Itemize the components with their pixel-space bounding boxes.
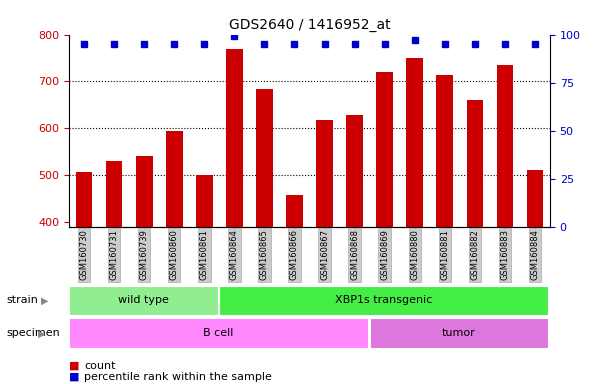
- Bar: [196, 175, 213, 227]
- Bar: [256, 89, 273, 227]
- Text: ■: ■: [69, 361, 79, 371]
- Text: GSM160866: GSM160866: [290, 229, 299, 280]
- Text: GSM160860: GSM160860: [170, 229, 178, 280]
- Text: GSM160865: GSM160865: [260, 229, 269, 280]
- Text: GSM160731: GSM160731: [110, 229, 118, 280]
- Text: tumor: tumor: [442, 328, 476, 338]
- Text: specimen: specimen: [6, 328, 59, 338]
- Bar: [346, 115, 363, 227]
- Text: GSM160880: GSM160880: [410, 229, 419, 280]
- Bar: [69, 318, 368, 348]
- Text: GSM160730: GSM160730: [80, 229, 88, 280]
- Title: GDS2640 / 1416952_at: GDS2640 / 1416952_at: [229, 18, 390, 32]
- Text: GSM160883: GSM160883: [501, 229, 509, 280]
- Bar: [219, 286, 549, 315]
- Text: GSM160864: GSM160864: [230, 229, 239, 280]
- Bar: [166, 131, 183, 227]
- Bar: [286, 195, 303, 227]
- Bar: [370, 318, 549, 348]
- Bar: [466, 100, 483, 227]
- Bar: [136, 156, 153, 227]
- Text: ■: ■: [69, 372, 79, 382]
- Bar: [69, 286, 218, 315]
- Text: GSM160884: GSM160884: [531, 229, 539, 280]
- Text: XBP1s transgenic: XBP1s transgenic: [335, 295, 433, 306]
- Bar: [406, 58, 423, 227]
- Bar: [496, 65, 513, 227]
- Bar: [316, 120, 333, 227]
- Text: ▶: ▶: [38, 328, 45, 338]
- Text: percentile rank within the sample: percentile rank within the sample: [84, 372, 272, 382]
- Text: GSM160868: GSM160868: [350, 229, 359, 280]
- Bar: [526, 170, 543, 227]
- Text: GSM160867: GSM160867: [320, 229, 329, 280]
- Bar: [226, 49, 243, 227]
- Text: GSM160881: GSM160881: [441, 229, 449, 280]
- Bar: [376, 72, 393, 227]
- Text: GSM160869: GSM160869: [380, 229, 389, 280]
- Text: B cell: B cell: [203, 328, 234, 338]
- Bar: [76, 172, 93, 227]
- Text: wild type: wild type: [118, 295, 169, 306]
- Text: GSM160739: GSM160739: [140, 229, 148, 280]
- Text: GSM160882: GSM160882: [471, 229, 479, 280]
- Text: count: count: [84, 361, 115, 371]
- Text: strain: strain: [6, 295, 38, 305]
- Bar: [436, 75, 453, 227]
- Text: ▶: ▶: [41, 295, 48, 305]
- Text: GSM160861: GSM160861: [200, 229, 209, 280]
- Bar: [106, 161, 123, 227]
